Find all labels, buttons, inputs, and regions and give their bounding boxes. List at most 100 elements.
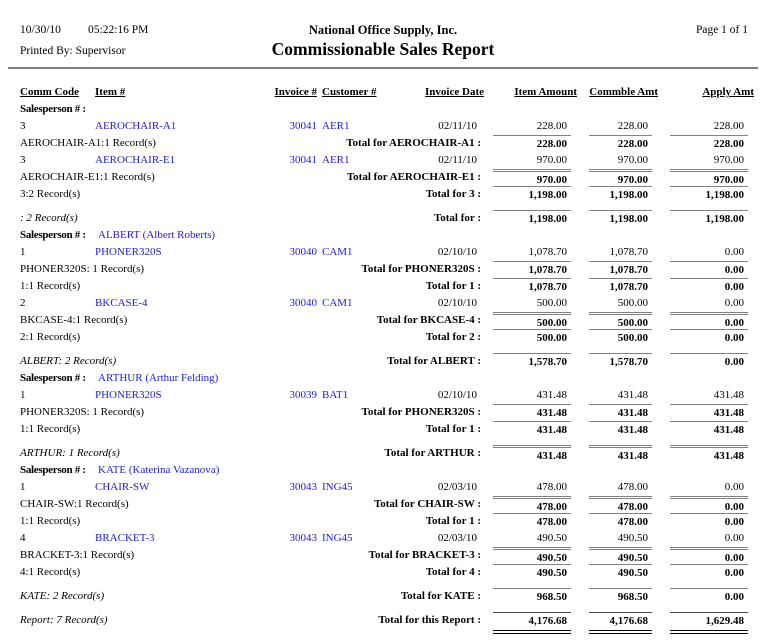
total-commble-amt: 490.50 — [589, 547, 652, 566]
total-apply-amt: 0.00 — [670, 547, 748, 566]
total-row: Report: 7 Record(s) Total for this Report… — [0, 612, 766, 634]
commble-amt-cell: 431.48 — [617, 389, 648, 401]
total-item-amount: 968.50 — [493, 588, 571, 605]
column-header-customer: Customer # — [322, 86, 377, 98]
record-count-label: 1:1 Record(s) — [20, 515, 81, 527]
record-count-label: 1:1 Record(s) — [20, 280, 81, 292]
item-link[interactable]: AEROCHAIR-A1 — [95, 120, 177, 132]
comm-code-cell: 1 — [20, 389, 26, 401]
total-row: 1:1 Record(s) Total for 1 : 478.00 478.00 0.… — [0, 513, 766, 530]
invoice-date-cell: 02/10/10 — [437, 389, 477, 401]
total-apply-amt: 970.00 — [670, 169, 748, 188]
record-count-label: CHAIR-SW:1 Record(s) — [20, 498, 129, 510]
total-apply-amt: 0.00 — [670, 513, 748, 530]
column-header-commble-amt: Commble Amt — [589, 86, 658, 98]
item-amount-cell: 490.50 — [536, 532, 567, 544]
total-apply-amt: 0.00 — [670, 261, 748, 278]
customer-link[interactable]: CAM1 — [322, 246, 353, 258]
salesperson-link[interactable]: ARTHUR (Arthur Felding) — [98, 372, 219, 384]
total-label: Total for AEROCHAIR-A1 : — [346, 137, 481, 149]
total-row: 3:2 Record(s) Total for 3 : 1,198.00 1,198.… — [0, 186, 766, 203]
total-item-amount: 431.48 — [493, 404, 571, 421]
commble-amt-cell: 228.00 — [617, 120, 648, 132]
customer-link[interactable]: AER1 — [322, 120, 350, 132]
column-header-item-amount: Item Amount — [514, 86, 577, 98]
column-header-invoice: Invoice # — [274, 86, 317, 98]
total-row: 2:1 Record(s) Total for 2 : 500.00 500.00 0.… — [0, 329, 766, 346]
salesperson-group-row: Salesperson # : KATE (Katerina Vazanova) — [0, 462, 766, 479]
item-amount-cell: 478.00 — [536, 481, 567, 493]
total-row: 4:1 Record(s) Total for 4 : 490.50 490.50 0.… — [0, 564, 766, 581]
customer-link[interactable]: BAT1 — [322, 389, 349, 401]
invoice-link[interactable]: 30041 — [289, 120, 318, 132]
salesperson-label: Salesperson # : — [20, 229, 86, 241]
total-apply-amt: 0.00 — [670, 278, 748, 295]
total-row: KATE: 2 Record(s) Total for KATE : 968.50 9… — [0, 588, 766, 605]
salesperson-link[interactable]: ALBERT (Albert Roberts) — [98, 229, 216, 241]
customer-link[interactable]: AER1 — [322, 154, 350, 166]
total-label: Total for 1 : — [425, 280, 481, 292]
comm-code-cell: 1 — [20, 481, 26, 493]
total-commble-amt: 431.48 — [589, 445, 652, 464]
record-count-label: ALBERT: 2 Record(s) — [20, 355, 117, 367]
detail-row: 3 AEROCHAIR-A1 30041 AER1 02/11/10 228.00 228.… — [0, 118, 766, 135]
item-link[interactable]: PHONER320S — [95, 389, 162, 401]
invoice-link[interactable]: 30040 — [289, 297, 318, 309]
record-count-label: AEROCHAIR-A1:1 Record(s) — [20, 137, 156, 149]
total-row: BKCASE-4:1 Record(s) Total for BKCASE-4 :… — [0, 312, 766, 329]
total-row: PHONER320S: 1 Record(s) Total for PHONER3… — [0, 404, 766, 421]
column-header-comm-code: Comm Code — [20, 86, 79, 98]
comm-code-cell: 1 — [20, 246, 26, 258]
report-title: Commissionable Sales Report — [271, 39, 495, 59]
invoice-link[interactable]: 30043 — [289, 481, 318, 493]
total-row: PHONER320S: 1 Record(s) Total for PHONER3… — [0, 261, 766, 278]
total-label: Total for BRACKET-3 : — [368, 549, 481, 561]
printed-by-label: Printed By: Supervisor — [20, 45, 126, 57]
item-link[interactable]: AEROCHAIR-E1 — [95, 154, 176, 166]
total-item-amount: 1,198.00 — [493, 210, 571, 227]
apply-amt-cell: 0.00 — [724, 481, 744, 493]
total-label: Total for 3 : — [425, 188, 481, 200]
invoice-date-cell: 02/11/10 — [438, 154, 477, 166]
total-apply-amt: 0.00 — [670, 353, 748, 370]
total-item-amount: 478.00 — [493, 513, 571, 530]
total-row: ARTHUR: 1 Record(s) Total for ARTHUR : 431… — [0, 445, 766, 462]
total-commble-amt: 228.00 — [589, 135, 652, 152]
invoice-date-cell: 02/11/10 — [438, 120, 477, 132]
total-label: Total for PHONER320S : — [361, 263, 481, 275]
total-commble-amt: 431.48 — [589, 421, 652, 438]
total-item-amount: 1,198.00 — [493, 186, 571, 203]
total-item-amount: 970.00 — [493, 169, 571, 188]
total-row: AEROCHAIR-E1:1 Record(s) Total for AEROCH… — [0, 169, 766, 186]
total-apply-amt: 0.00 — [670, 564, 748, 581]
detail-row: 1 CHAIR-SW 30043 ING45 02/03/10 478.00 478.00 0… — [0, 479, 766, 496]
invoice-link[interactable]: 30041 — [289, 154, 318, 166]
item-link[interactable]: CHAIR-SW — [95, 481, 150, 493]
detail-row: 4 BRACKET-3 30043 ING45 02/03/10 490.50 490.50… — [0, 530, 766, 547]
total-label: Total for KATE : — [400, 590, 481, 602]
invoice-link[interactable]: 30040 — [289, 246, 318, 258]
commble-amt-cell: 1,078.70 — [609, 246, 649, 258]
customer-link[interactable]: ING45 — [322, 481, 353, 493]
invoice-date-cell: 02/10/10 — [437, 297, 477, 309]
invoice-link[interactable]: 30039 — [289, 389, 318, 401]
customer-link[interactable]: ING45 — [322, 532, 353, 544]
item-amount-cell: 228.00 — [536, 120, 567, 132]
total-commble-amt: 431.48 — [589, 404, 652, 421]
total-commble-amt: 478.00 — [589, 496, 652, 515]
invoice-link[interactable]: 30043 — [289, 532, 318, 544]
report-date: 10/30/10 — [20, 24, 61, 36]
total-item-amount: 228.00 — [493, 135, 571, 152]
customer-link[interactable]: CAM1 — [322, 297, 353, 309]
total-commble-amt: 478.00 — [589, 513, 652, 530]
total-row: CHAIR-SW:1 Record(s) Total for CHAIR-SW :… — [0, 496, 766, 513]
total-commble-amt: 490.50 — [589, 564, 652, 581]
commble-amt-cell: 478.00 — [617, 481, 648, 493]
total-label: Total for 2 : — [425, 331, 481, 343]
salesperson-link[interactable]: KATE (Katerina Vazanova) — [98, 464, 220, 476]
apply-amt-cell: 431.48 — [713, 389, 744, 401]
detail-row: 1 PHONER320S 30039 BAT1 02/10/10 431.48 431.48… — [0, 387, 766, 404]
item-link[interactable]: BKCASE-4 — [95, 297, 148, 309]
item-link[interactable]: BRACKET-3 — [95, 532, 155, 544]
item-link[interactable]: PHONER320S — [95, 246, 162, 258]
